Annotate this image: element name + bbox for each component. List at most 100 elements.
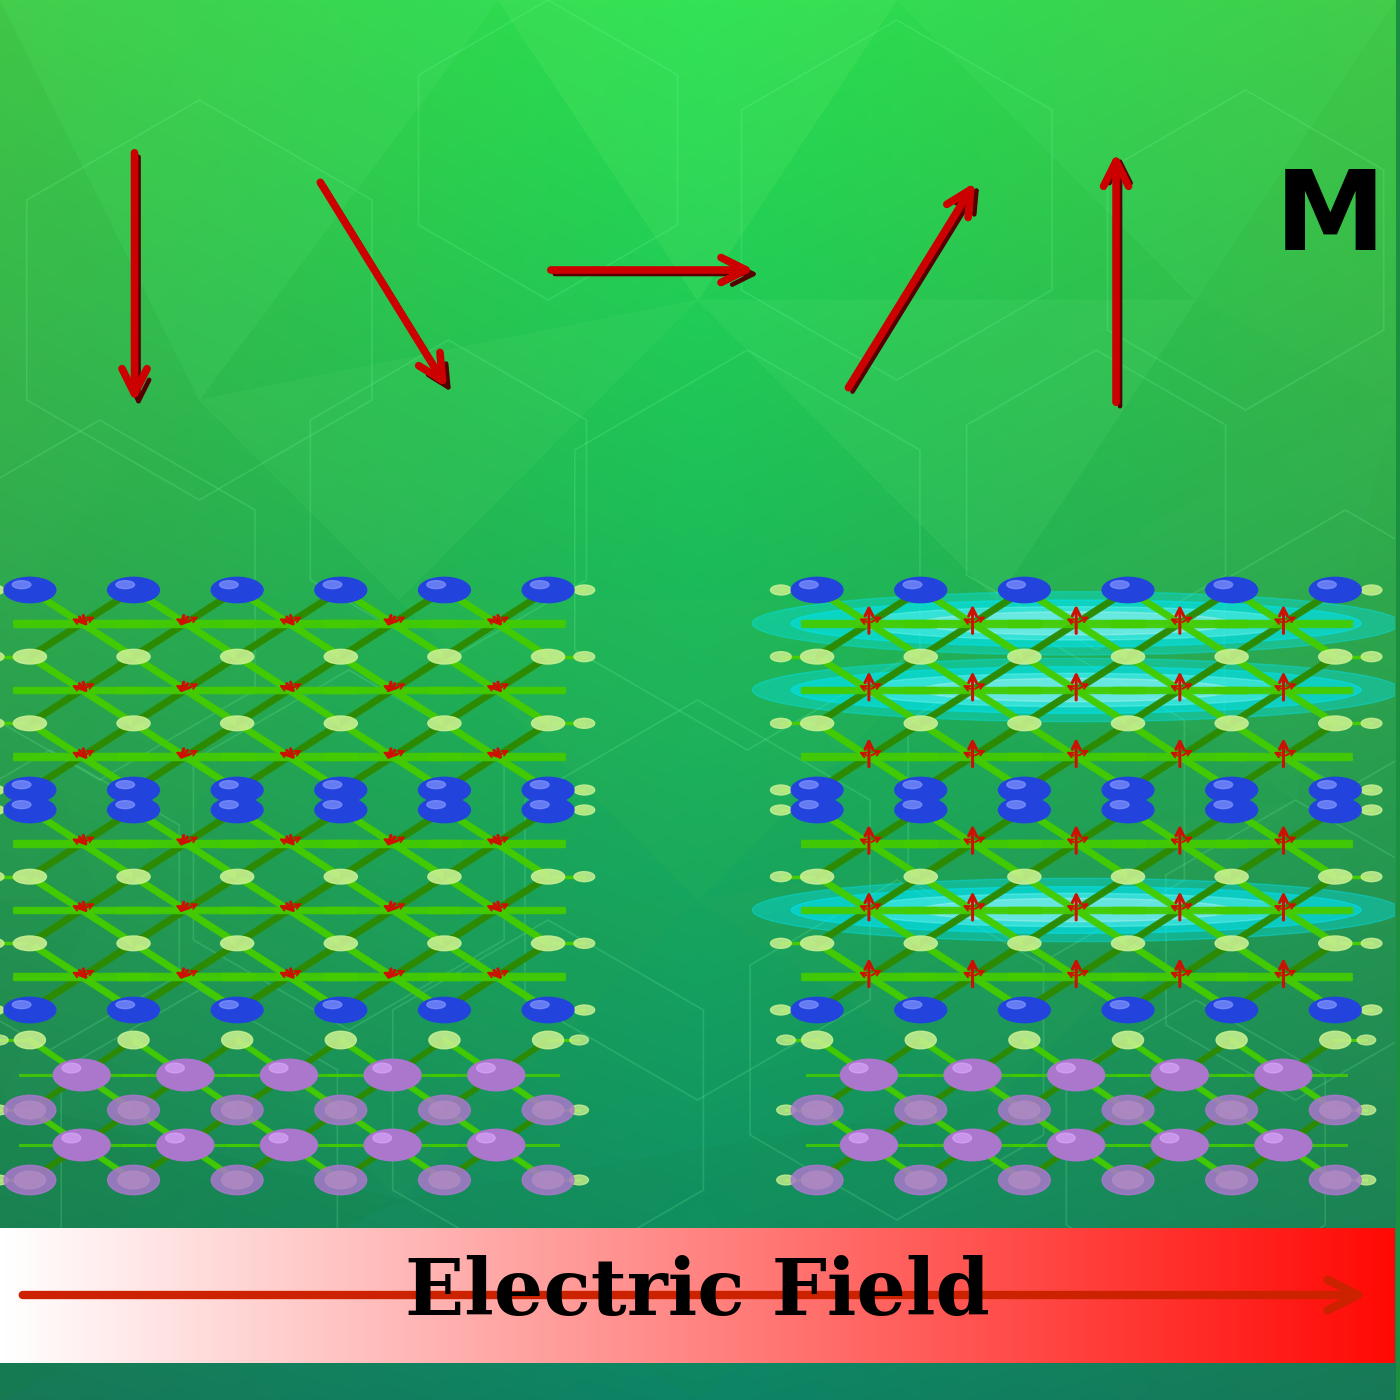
- Ellipse shape: [1309, 798, 1361, 823]
- Ellipse shape: [323, 801, 342, 809]
- Bar: [1204, 1228, 1210, 1362]
- Bar: [489, 1228, 493, 1362]
- Bar: [591, 1228, 595, 1362]
- Ellipse shape: [752, 592, 1400, 655]
- Bar: [874, 1228, 879, 1362]
- Bar: [190, 1228, 196, 1362]
- Bar: [102, 1228, 106, 1362]
- Bar: [1200, 1228, 1204, 1362]
- Ellipse shape: [1357, 1175, 1376, 1184]
- Bar: [326, 1228, 330, 1362]
- Bar: [479, 1228, 483, 1362]
- Bar: [70, 1228, 74, 1362]
- Bar: [451, 1228, 456, 1362]
- Bar: [1042, 1228, 1046, 1362]
- Polygon shape: [997, 400, 1394, 799]
- Polygon shape: [697, 300, 1196, 601]
- Bar: [1264, 1228, 1270, 1362]
- Bar: [144, 1228, 148, 1362]
- Ellipse shape: [1112, 802, 1145, 818]
- Bar: [1074, 1228, 1079, 1362]
- Ellipse shape: [1217, 1172, 1247, 1189]
- Bar: [958, 1228, 963, 1362]
- Polygon shape: [0, 0, 199, 601]
- Bar: [52, 1228, 56, 1362]
- Bar: [1214, 1228, 1218, 1362]
- Bar: [1210, 1228, 1214, 1362]
- Ellipse shape: [108, 798, 160, 823]
- Bar: [302, 1228, 307, 1362]
- Ellipse shape: [118, 869, 150, 883]
- Bar: [860, 1228, 865, 1362]
- Ellipse shape: [770, 1005, 791, 1015]
- Bar: [126, 1228, 130, 1362]
- Bar: [158, 1228, 162, 1362]
- Bar: [1326, 1228, 1330, 1362]
- Bar: [851, 1228, 855, 1362]
- Ellipse shape: [118, 1002, 150, 1018]
- Ellipse shape: [1215, 1002, 1249, 1018]
- Bar: [693, 1228, 697, 1362]
- Bar: [791, 1228, 795, 1362]
- Bar: [743, 1228, 749, 1362]
- Bar: [647, 1228, 651, 1362]
- Bar: [689, 1228, 693, 1362]
- Bar: [1065, 1228, 1070, 1362]
- Ellipse shape: [906, 1172, 937, 1189]
- Bar: [813, 1228, 819, 1362]
- Bar: [1172, 1228, 1176, 1362]
- Bar: [260, 1228, 265, 1362]
- Bar: [98, 1228, 102, 1362]
- Ellipse shape: [904, 715, 938, 731]
- Polygon shape: [697, 799, 1295, 1100]
- Ellipse shape: [1112, 783, 1145, 798]
- Bar: [651, 1228, 655, 1362]
- Bar: [1112, 1228, 1116, 1362]
- Ellipse shape: [1214, 1001, 1232, 1008]
- Ellipse shape: [221, 715, 253, 731]
- Bar: [1376, 1228, 1382, 1362]
- Bar: [665, 1228, 669, 1362]
- Bar: [1093, 1228, 1098, 1362]
- Polygon shape: [0, 900, 99, 1100]
- Ellipse shape: [799, 801, 818, 809]
- Bar: [4, 1228, 10, 1362]
- Ellipse shape: [116, 1001, 134, 1008]
- Bar: [1018, 1228, 1023, 1362]
- Bar: [507, 1228, 511, 1362]
- Ellipse shape: [801, 937, 833, 951]
- Bar: [265, 1228, 270, 1362]
- Ellipse shape: [532, 582, 564, 598]
- Ellipse shape: [531, 801, 549, 809]
- Ellipse shape: [791, 601, 1361, 647]
- Ellipse shape: [532, 1102, 564, 1119]
- Ellipse shape: [1254, 1060, 1312, 1091]
- Ellipse shape: [4, 777, 56, 802]
- Ellipse shape: [116, 581, 134, 588]
- Bar: [1032, 1228, 1037, 1362]
- Bar: [609, 1228, 613, 1362]
- Bar: [134, 1228, 140, 1362]
- Bar: [1218, 1228, 1224, 1362]
- Ellipse shape: [1361, 785, 1382, 795]
- Bar: [0, 1228, 4, 1362]
- Ellipse shape: [904, 869, 938, 883]
- Ellipse shape: [0, 1105, 8, 1114]
- Bar: [358, 1228, 363, 1362]
- Ellipse shape: [325, 582, 357, 598]
- Ellipse shape: [531, 1001, 549, 1008]
- Ellipse shape: [221, 869, 253, 883]
- Bar: [228, 1228, 232, 1362]
- Bar: [841, 1228, 847, 1362]
- Ellipse shape: [220, 781, 238, 788]
- Ellipse shape: [998, 777, 1050, 802]
- Bar: [24, 1228, 28, 1362]
- Ellipse shape: [0, 938, 4, 948]
- Ellipse shape: [118, 1032, 148, 1049]
- Bar: [186, 1228, 190, 1362]
- Ellipse shape: [801, 869, 833, 883]
- Bar: [1158, 1228, 1162, 1362]
- Ellipse shape: [1319, 650, 1352, 664]
- Ellipse shape: [1319, 783, 1352, 798]
- Ellipse shape: [221, 937, 253, 951]
